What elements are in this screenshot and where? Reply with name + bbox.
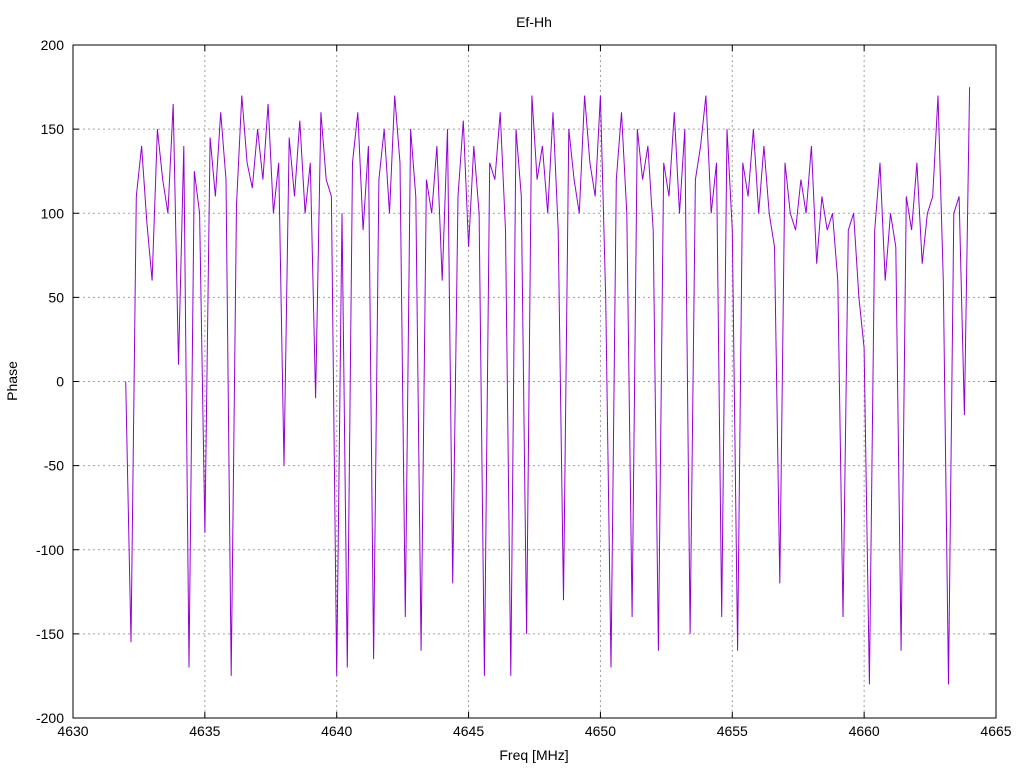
x-tick-label: 4650 [585, 723, 616, 739]
y-axis-label: Phase [4, 361, 20, 401]
x-tick-label: 4635 [189, 723, 220, 739]
y-tick-label: -150 [36, 626, 64, 642]
y-tick-label: 150 [41, 121, 65, 137]
x-tick-label: 4655 [717, 723, 748, 739]
grid [73, 45, 996, 718]
x-tick-label: 4665 [980, 723, 1011, 739]
series-layer [125, 87, 971, 685]
y-tick-label: -200 [36, 710, 64, 726]
y-tick-label: 200 [41, 37, 65, 53]
series-line [125, 87, 971, 685]
x-tick-label: 4640 [321, 723, 352, 739]
x-tick-label: 4660 [849, 723, 880, 739]
y-tick-label: 0 [56, 374, 64, 390]
y-tick-label: -100 [36, 542, 64, 558]
y-axis-ticks: -200 -150 -100 -50 0 50 100 150 200 [36, 37, 996, 726]
chart-title: Ef-Hh [516, 14, 552, 30]
y-tick-label: 100 [41, 205, 65, 221]
x-tick-label: 4645 [453, 723, 484, 739]
x-axis-label: Freq [MHz] [499, 747, 568, 763]
y-tick-label: -50 [44, 458, 64, 474]
y-tick-label: 50 [48, 289, 64, 305]
x-tick-label: 4630 [57, 723, 88, 739]
x-axis-ticks: 4630 4635 4640 4645 4650 4655 4660 4665 [57, 45, 1012, 739]
